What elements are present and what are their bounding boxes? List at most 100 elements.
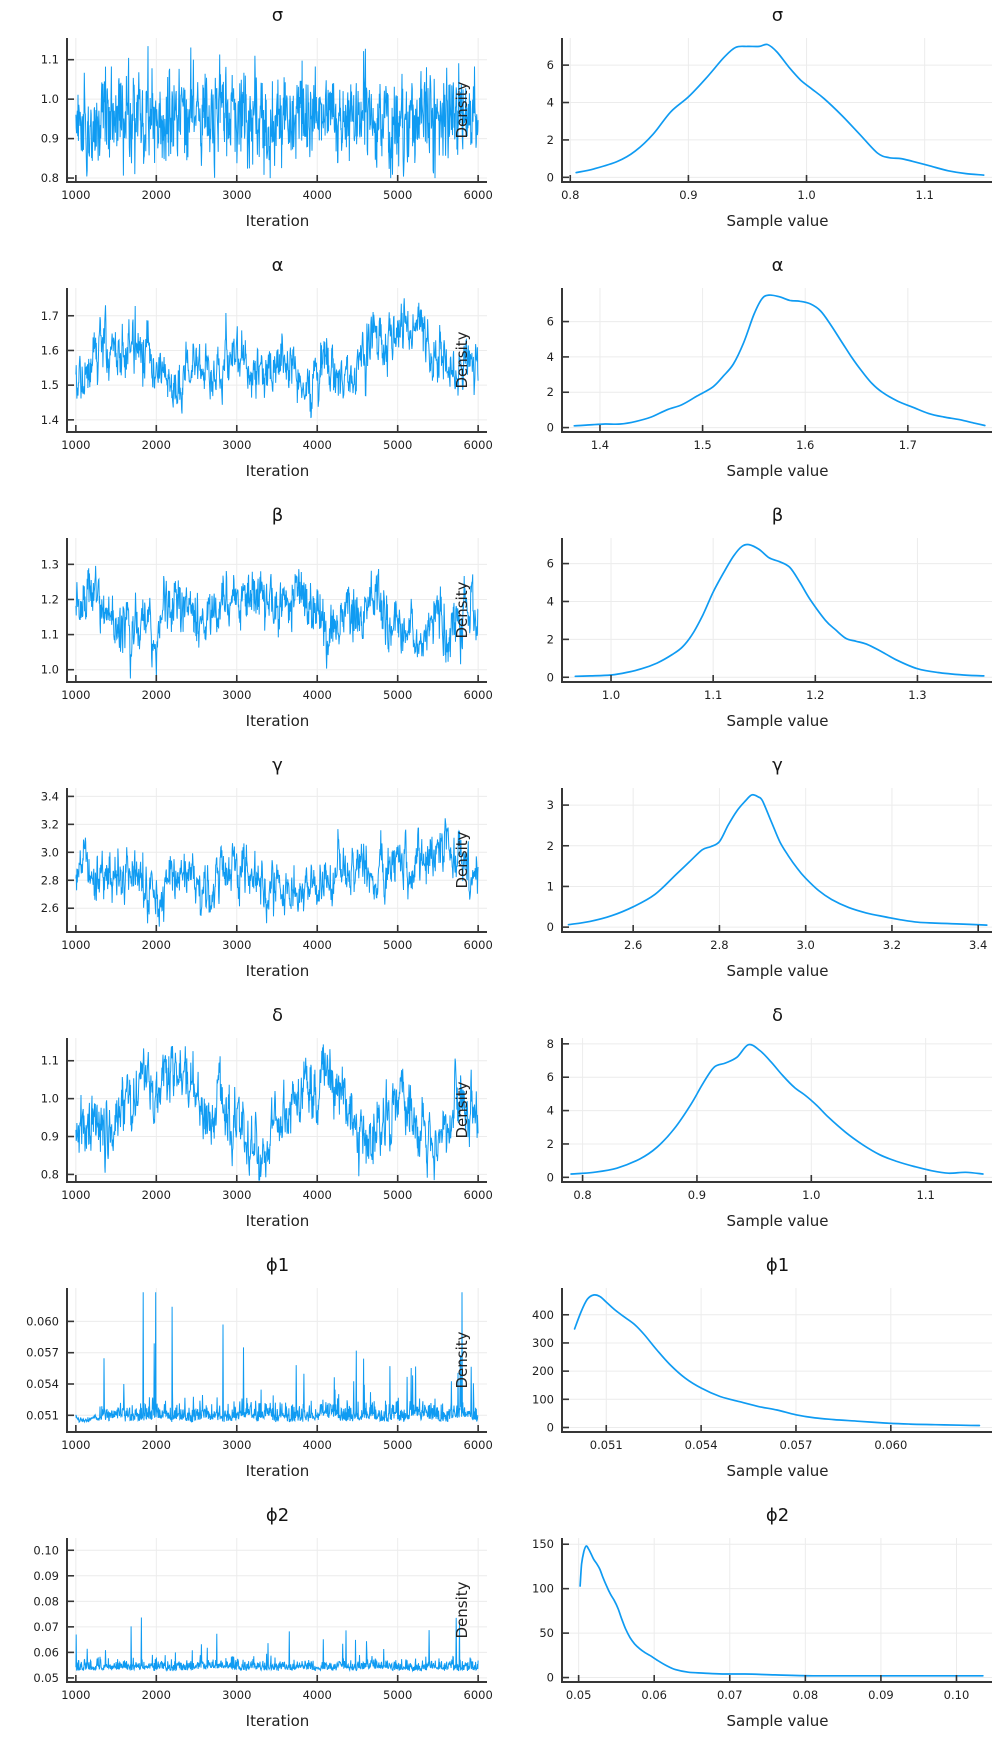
svg-text:1.0: 1.0: [41, 1092, 59, 1106]
svg-text:0.10: 0.10: [33, 1543, 59, 1557]
subplot-beta-trace: β 1000 2000 3000 4000 5000 6000 1.0 1.1 1.2 1.3 I…: [0, 500, 500, 750]
svg-text:1.1: 1.1: [704, 688, 722, 702]
plot-title-beta-trace: β: [271, 505, 284, 526]
x-axis-label-sample-value: Sample value: [726, 962, 829, 980]
svg-text:4: 4: [547, 1104, 554, 1118]
svg-text:5000: 5000: [383, 188, 412, 202]
svg-text:1.7: 1.7: [899, 438, 917, 452]
y-axis-label-density: Density: [453, 1331, 471, 1389]
svg-text:4000: 4000: [303, 1688, 332, 1702]
subplot-alpha-density: Density α 1.4 1.5 1.6 1.7 0 2 4 6 Sample value: [453, 250, 1000, 500]
svg-text:2.8: 2.8: [41, 873, 59, 887]
svg-text:6000: 6000: [464, 438, 493, 452]
svg-text:3.2: 3.2: [883, 938, 901, 952]
subplot-beta-density: Density β 1.0 1.1 1.2 1.3 0 2 4 6 Sample value: [453, 500, 1000, 750]
svg-text:1000: 1000: [61, 688, 90, 702]
svg-text:1000: 1000: [61, 1188, 90, 1202]
svg-text:0.057: 0.057: [26, 1346, 59, 1360]
svg-text:1: 1: [547, 879, 554, 893]
plot-title-phi2-density: ϕ2: [765, 1505, 790, 1526]
svg-text:1.1: 1.1: [41, 628, 59, 642]
svg-text:0.054: 0.054: [685, 1438, 718, 1452]
y-axis-label-density: Density: [453, 81, 471, 139]
plot-canvas-beta-density: 1.0 1.1 1.2 1.3 0 2 4 6: [547, 538, 992, 702]
subplot-delta-trace: δ 1000 2000 3000 4000 5000 6000 0.8 0.9 1.0 1.1 I…: [0, 1000, 500, 1250]
subplot-sigma-trace: σ 1000 2000 3000 4000 5000 6000 0.8 0.9 1.0 1.1 I…: [0, 0, 500, 250]
svg-text:400: 400: [532, 1308, 554, 1322]
svg-text:4000: 4000: [303, 1188, 332, 1202]
x-axis-label-sample-value: Sample value: [726, 1712, 829, 1730]
svg-text:100: 100: [532, 1392, 554, 1406]
y-axis-label-density: Density: [453, 581, 471, 639]
svg-text:50: 50: [539, 1626, 554, 1640]
svg-text:150: 150: [532, 1537, 554, 1551]
svg-text:2: 2: [547, 385, 554, 399]
x-axis-label-iteration: Iteration: [245, 462, 310, 480]
svg-text:4000: 4000: [303, 438, 332, 452]
svg-text:0.8: 0.8: [573, 1188, 591, 1202]
svg-text:0.060: 0.060: [874, 1438, 907, 1452]
svg-text:100: 100: [532, 1582, 554, 1596]
plot-title-beta-density: β: [771, 505, 784, 526]
plot-canvas-phi1-density: 0.051 0.054 0.057 0.060 0 100 200 300 400: [532, 1288, 992, 1452]
plot-canvas-phi2-density: 0.05 0.06 0.07 0.08 0.09 0.10 0 50 100 150: [532, 1537, 992, 1702]
y-axis-label-density: Density: [453, 331, 471, 389]
svg-text:3.0: 3.0: [41, 845, 59, 859]
svg-text:1.5: 1.5: [41, 378, 59, 392]
subplot-alpha-trace: α 1000 2000 3000 4000 5000 6000 1.4 1.5 1.6 1.7 I…: [0, 250, 500, 500]
svg-text:6000: 6000: [464, 1688, 493, 1702]
svg-text:3000: 3000: [222, 1688, 251, 1702]
subplot-phi2-density: Density ϕ2 0.05 0.06 0.07 0.08 0.09 0.10 0 50 10…: [453, 1500, 1000, 1750]
svg-text:3000: 3000: [222, 188, 251, 202]
svg-text:0: 0: [547, 920, 554, 934]
svg-text:1.0: 1.0: [802, 1188, 820, 1202]
plot-canvas-gamma-density: 2.6 2.8 3.0 3.2 3.4 0 1 2 3: [547, 788, 992, 952]
subplot-delta-density: Density δ 0.8 0.9 1.0 1.1 0 2 4 6 8 Sample value: [453, 1000, 1000, 1250]
svg-text:2: 2: [547, 632, 554, 646]
svg-text:1.1: 1.1: [41, 53, 59, 67]
svg-text:6: 6: [547, 557, 554, 571]
svg-text:5000: 5000: [383, 1188, 412, 1202]
subplot-gamma-trace: γ 1000 2000 3000 4000 5000 6000 2.6 2.8 3.0 3.2 3.…: [0, 750, 500, 1000]
row-sigma: σ 1000 2000 3000 4000 5000 6000 0.8 0.9 1.0 1.1 I…: [0, 0, 1000, 250]
x-axis-label-iteration: Iteration: [245, 1212, 310, 1230]
svg-text:2000: 2000: [142, 1188, 171, 1202]
svg-text:2: 2: [547, 133, 554, 147]
svg-text:1.0: 1.0: [797, 188, 815, 202]
svg-text:1.0: 1.0: [41, 663, 59, 677]
svg-text:4: 4: [547, 96, 554, 110]
svg-text:8: 8: [547, 1037, 554, 1051]
svg-text:0.07: 0.07: [33, 1620, 59, 1634]
svg-text:2: 2: [547, 1137, 554, 1151]
plot-canvas-alpha-density: 1.4 1.5 1.6 1.7 0 2 4 6: [547, 288, 992, 452]
svg-text:2.8: 2.8: [710, 938, 728, 952]
plot-canvas-sigma-density: 0.8 0.9 1.0 1.1 0 2 4 6: [547, 38, 992, 202]
svg-text:0.9: 0.9: [41, 1130, 59, 1144]
svg-text:200: 200: [532, 1364, 554, 1378]
svg-text:2000: 2000: [142, 438, 171, 452]
svg-text:1.1: 1.1: [917, 1188, 935, 1202]
plot-canvas-phi2-trace: 1000 2000 3000 4000 5000 6000 0.05 0.06 0.07 0.08…: [33, 1538, 493, 1702]
svg-text:1.2: 1.2: [806, 688, 824, 702]
svg-text:0.09: 0.09: [33, 1569, 59, 1583]
svg-text:3000: 3000: [222, 1438, 251, 1452]
x-axis-label-sample-value: Sample value: [726, 212, 829, 230]
svg-text:5000: 5000: [383, 1688, 412, 1702]
plot-title-gamma-trace: γ: [272, 755, 283, 776]
svg-text:2: 2: [547, 839, 554, 853]
svg-text:2000: 2000: [142, 188, 171, 202]
svg-text:6: 6: [547, 1070, 554, 1084]
svg-text:0.057: 0.057: [780, 1438, 813, 1452]
svg-text:0.051: 0.051: [590, 1438, 623, 1452]
svg-text:4000: 4000: [303, 938, 332, 952]
svg-text:2.6: 2.6: [624, 938, 642, 952]
svg-text:0.06: 0.06: [33, 1645, 59, 1659]
plot-canvas-beta-trace: 1000 2000 3000 4000 5000 6000 1.0 1.1 1.2 1.3: [41, 538, 493, 702]
svg-text:1.0: 1.0: [41, 92, 59, 106]
plot-canvas-alpha-trace: 1000 2000 3000 4000 5000 6000 1.4 1.5 1.6 1.7: [41, 288, 493, 452]
svg-text:1.3: 1.3: [908, 688, 926, 702]
svg-text:0: 0: [547, 421, 554, 435]
svg-text:0.10: 0.10: [944, 1688, 970, 1702]
svg-text:5000: 5000: [383, 1438, 412, 1452]
svg-text:5000: 5000: [383, 938, 412, 952]
